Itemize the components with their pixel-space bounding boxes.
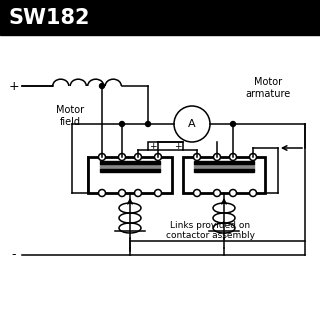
- Circle shape: [194, 189, 201, 196]
- Circle shape: [134, 189, 141, 196]
- Circle shape: [229, 154, 236, 161]
- Circle shape: [230, 122, 236, 126]
- Text: +: +: [9, 79, 19, 92]
- Circle shape: [99, 154, 106, 161]
- Text: A: A: [188, 119, 196, 129]
- Bar: [100, 169, 160, 172]
- Circle shape: [146, 122, 150, 126]
- Circle shape: [134, 154, 141, 161]
- Circle shape: [155, 154, 162, 161]
- Circle shape: [100, 84, 105, 89]
- Bar: [100, 161, 160, 164]
- Text: +: +: [174, 141, 182, 150]
- Text: Motor
armature: Motor armature: [245, 77, 291, 99]
- Circle shape: [155, 189, 162, 196]
- Text: SW182: SW182: [8, 8, 90, 28]
- Circle shape: [119, 122, 124, 126]
- Bar: [195, 164, 253, 169]
- Text: Motor
field: Motor field: [56, 105, 84, 127]
- Circle shape: [229, 189, 236, 196]
- Bar: [148, 142, 183, 150]
- Bar: [183, 157, 265, 193]
- Text: Links provided on
contactor assembly: Links provided on contactor assembly: [165, 220, 254, 240]
- Circle shape: [250, 189, 257, 196]
- Circle shape: [118, 154, 125, 161]
- Bar: [0, 0, 320, 35]
- Circle shape: [213, 189, 220, 196]
- Circle shape: [250, 154, 257, 161]
- Circle shape: [213, 154, 220, 161]
- Text: +: +: [149, 141, 157, 150]
- Circle shape: [194, 154, 201, 161]
- Circle shape: [118, 189, 125, 196]
- Bar: [100, 164, 160, 169]
- Bar: [195, 161, 253, 164]
- Text: -: -: [12, 249, 16, 261]
- Circle shape: [99, 189, 106, 196]
- Bar: [88, 157, 172, 193]
- Bar: [195, 169, 253, 172]
